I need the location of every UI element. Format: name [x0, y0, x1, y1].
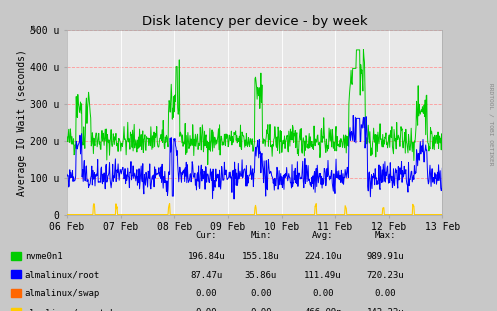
- Text: almalinux/swap: almalinux/swap: [25, 290, 100, 298]
- Text: almalinux/root: almalinux/root: [25, 271, 100, 280]
- Text: RRDTOOL / TOBI OETIKER: RRDTOOL / TOBI OETIKER: [489, 83, 494, 166]
- Text: 224.10u: 224.10u: [304, 252, 342, 261]
- Text: 0.00: 0.00: [312, 290, 334, 298]
- Text: 720.23u: 720.23u: [366, 271, 404, 280]
- Text: 155.18u: 155.18u: [242, 252, 280, 261]
- Text: 0.00: 0.00: [195, 308, 217, 311]
- Text: Max:: Max:: [374, 231, 396, 240]
- Text: 87.47u: 87.47u: [190, 271, 222, 280]
- Text: 142.22u: 142.22u: [366, 308, 404, 311]
- Text: 0.00: 0.00: [374, 290, 396, 298]
- Text: Cur:: Cur:: [195, 231, 217, 240]
- Text: 0.00: 0.00: [250, 308, 272, 311]
- Text: 989.91u: 989.91u: [366, 252, 404, 261]
- Text: 196.84u: 196.84u: [187, 252, 225, 261]
- Text: 0.00: 0.00: [250, 290, 272, 298]
- Text: 466.09n: 466.09n: [304, 308, 342, 311]
- Text: nvme0n1: nvme0n1: [25, 252, 63, 261]
- Y-axis label: Average IO Wait (seconds): Average IO Wait (seconds): [17, 49, 27, 196]
- Text: 111.49u: 111.49u: [304, 271, 342, 280]
- Text: almalinux/scratch: almalinux/scratch: [25, 308, 116, 311]
- Text: Min:: Min:: [250, 231, 272, 240]
- Title: Disk latency per device - by week: Disk latency per device - by week: [142, 15, 367, 28]
- Text: Avg:: Avg:: [312, 231, 334, 240]
- Text: 0.00: 0.00: [195, 290, 217, 298]
- Text: 35.86u: 35.86u: [245, 271, 277, 280]
